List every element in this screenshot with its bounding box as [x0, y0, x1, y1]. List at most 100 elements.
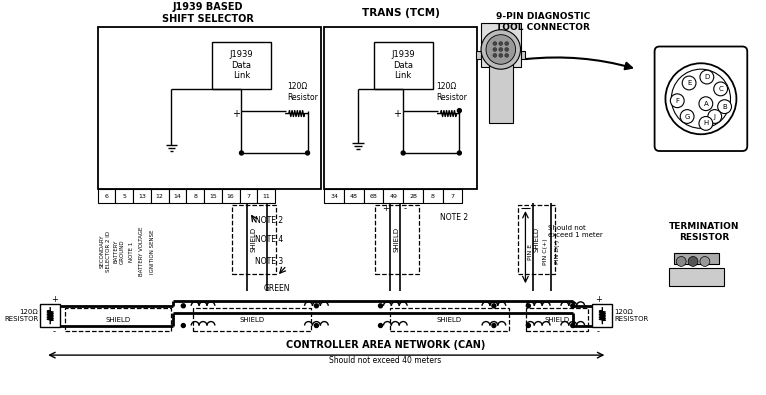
Bar [257, 190, 275, 203]
Bar [674, 252, 719, 264]
Bar [324, 190, 344, 203]
Text: 7: 7 [247, 194, 250, 199]
Bar [375, 205, 419, 274]
Text: 120Ω
RESISTOR: 120Ω RESISTOR [4, 309, 38, 322]
Text: H: H [703, 120, 709, 126]
Circle shape [526, 304, 530, 308]
Bar [669, 268, 724, 286]
Circle shape [401, 151, 405, 155]
Circle shape [378, 304, 382, 308]
Text: PIN E: PIN E [528, 244, 533, 260]
Text: SHIELD: SHIELD [106, 317, 131, 323]
Bar [324, 27, 477, 190]
Text: 13: 13 [138, 194, 146, 199]
Text: A: A [703, 101, 709, 107]
Circle shape [493, 53, 497, 57]
Text: IGNITION SENSE: IGNITION SENSE [150, 229, 155, 274]
Circle shape [182, 324, 185, 327]
Text: GREEN: GREEN [264, 284, 290, 293]
Bar [65, 308, 172, 331]
Text: E: E [687, 80, 691, 86]
Text: 8: 8 [430, 194, 434, 199]
Text: 28: 28 [409, 194, 417, 199]
Bar [443, 190, 463, 203]
Text: NOTE 2: NOTE 2 [255, 216, 283, 224]
Bar [489, 64, 512, 123]
Circle shape [486, 35, 516, 64]
Circle shape [378, 324, 382, 327]
Text: +: + [595, 295, 602, 305]
Text: TRANS (TCM): TRANS (TCM) [362, 8, 440, 18]
Text: SHIELD: SHIELD [250, 227, 257, 252]
Bar [344, 190, 364, 203]
Text: 8: 8 [193, 194, 197, 199]
Circle shape [492, 324, 496, 327]
Circle shape [314, 324, 319, 327]
Bar [481, 23, 521, 67]
Bar [518, 205, 555, 274]
Bar [231, 205, 276, 274]
Bar [476, 51, 525, 59]
Text: 120Ω
Resistor: 120Ω Resistor [437, 82, 467, 102]
Text: F: F [676, 98, 679, 104]
Bar [41, 304, 60, 327]
Bar [193, 308, 312, 331]
Bar [169, 190, 186, 203]
Text: PIN D(-): PIN D(-) [555, 239, 561, 263]
Bar [133, 190, 151, 203]
Text: 6: 6 [104, 194, 108, 199]
Text: SHIELD: SHIELD [545, 317, 570, 323]
Circle shape [505, 41, 509, 45]
Text: 12: 12 [155, 194, 164, 199]
Bar [151, 190, 169, 203]
Circle shape [699, 117, 712, 130]
Circle shape [481, 30, 521, 69]
Text: -: - [404, 204, 407, 213]
Circle shape [571, 304, 574, 308]
Circle shape [699, 97, 712, 111]
Bar [374, 41, 433, 89]
Text: 9-PIN DIAGNOSTIC
TOOL CONNECTOR: 9-PIN DIAGNOSTIC TOOL CONNECTOR [496, 12, 591, 32]
Circle shape [700, 70, 714, 84]
Circle shape [493, 47, 497, 51]
Circle shape [676, 256, 686, 266]
Text: -: - [597, 327, 600, 336]
Circle shape [680, 109, 694, 123]
Text: 120Ω
Resistor: 120Ω Resistor [286, 82, 318, 102]
Text: J1939
Data
Link: J1939 Data Link [230, 50, 254, 80]
Text: 15: 15 [209, 194, 217, 199]
Text: -: - [53, 327, 56, 336]
Text: NOTE 3: NOTE 3 [255, 257, 283, 266]
Text: SHIELD: SHIELD [437, 317, 462, 323]
Circle shape [499, 47, 502, 51]
Text: CONTROLLER AREA NETWORK (CAN): CONTROLLER AREA NETWORK (CAN) [286, 340, 485, 350]
Circle shape [306, 151, 309, 155]
Circle shape [670, 94, 684, 107]
Text: J: J [714, 113, 715, 120]
Bar [97, 27, 322, 190]
Text: 14: 14 [173, 194, 182, 199]
Circle shape [240, 151, 244, 155]
Bar [212, 41, 271, 89]
Text: +: + [393, 109, 401, 118]
Text: SHIELD: SHIELD [240, 317, 265, 323]
Circle shape [457, 151, 461, 155]
Bar [97, 190, 116, 203]
Text: B: B [722, 103, 727, 110]
Circle shape [505, 47, 509, 51]
Text: 120Ω
RESISTOR: 120Ω RESISTOR [614, 309, 648, 322]
Circle shape [457, 109, 461, 113]
Bar [423, 190, 443, 203]
Text: BATTERY VOLTAGE: BATTERY VOLTAGE [139, 227, 145, 276]
Text: 5: 5 [123, 194, 126, 199]
Text: +: + [231, 109, 240, 118]
Bar [240, 190, 257, 203]
Text: 7: 7 [450, 194, 454, 199]
Text: Should not
exceed 1 meter: Should not exceed 1 meter [548, 226, 603, 238]
Circle shape [505, 53, 509, 57]
Bar [403, 190, 423, 203]
Text: 68: 68 [370, 194, 378, 199]
Text: 16: 16 [227, 194, 234, 199]
Text: D: D [704, 74, 709, 80]
Text: TERMINATION
RESISTOR: TERMINATION RESISTOR [669, 222, 739, 242]
